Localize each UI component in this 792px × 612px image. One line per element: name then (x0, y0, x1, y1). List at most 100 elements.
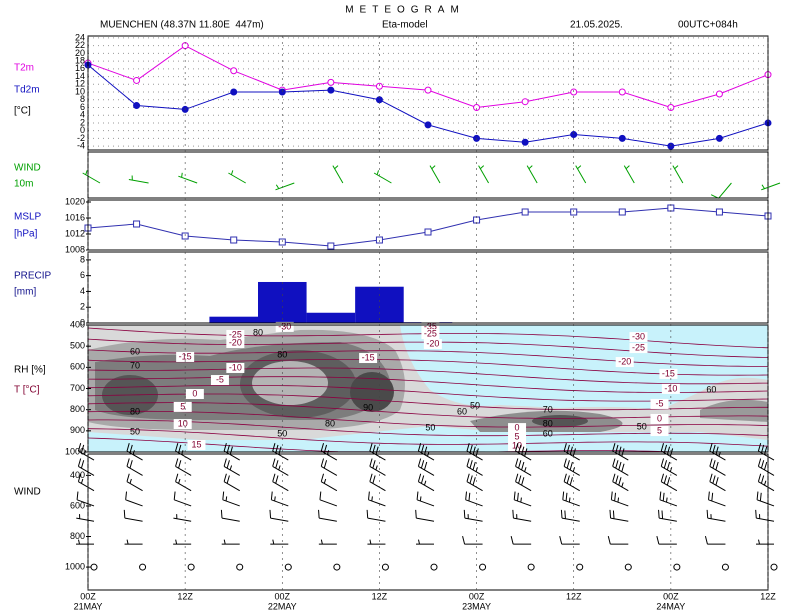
rh-label: 80 (543, 418, 553, 428)
wind-barb (757, 458, 775, 476)
isotherm-label: 15 (191, 439, 201, 449)
isotherm-label: -10 (229, 362, 242, 372)
wind-barb (77, 458, 95, 476)
wind-barb (77, 473, 95, 492)
wind-barb (761, 182, 781, 191)
point-marker (133, 220, 141, 228)
wind-barb (270, 491, 289, 507)
wind-barb (275, 182, 295, 191)
wind-barb (612, 473, 629, 492)
isotherm-label: 10 (178, 418, 188, 428)
isotherm-label: -20 (426, 338, 439, 348)
isotherm (87, 437, 669, 453)
wind-barb (173, 514, 192, 522)
isotherm-label: -35 (424, 321, 437, 331)
point-marker (715, 134, 723, 142)
wind-barb (612, 443, 629, 461)
y-tick-label: 22 (75, 40, 85, 50)
y-tick-label: 10 (75, 86, 85, 96)
isotherm-label: -25 (632, 342, 645, 352)
isotherm (87, 376, 769, 393)
isotherm-label: -20 (618, 356, 631, 366)
wind-barb (659, 491, 678, 507)
isotherm-label: -5 (656, 398, 664, 408)
y-tick-label: 1020 (65, 196, 85, 206)
wind-barb (178, 172, 198, 184)
isotherm-label: -15 (179, 351, 192, 361)
rh-60 (252, 361, 328, 405)
wind-barb (124, 539, 143, 545)
rh-90 (350, 372, 394, 412)
legend-td2m: Td2m (14, 85, 40, 96)
isotherm (87, 349, 768, 367)
rh-80 (532, 415, 588, 427)
wind-barb (575, 165, 587, 184)
wind-barb (76, 514, 95, 522)
isotherm-label: -25 (424, 328, 437, 338)
panel-sublabel: T [°C] (14, 385, 40, 396)
point-marker (230, 88, 238, 96)
point-marker (618, 88, 626, 96)
panel-label: WIND (14, 163, 41, 174)
point-marker (327, 78, 335, 86)
y-tick-label: 4 (80, 110, 85, 120)
rh-label: 50 (425, 422, 435, 432)
title: METEOGRAM (345, 5, 465, 16)
rh-label: 60 (130, 346, 140, 356)
label-background (661, 383, 680, 394)
y-tick-label: 400 (70, 470, 85, 480)
rh-label: 70 (543, 404, 553, 414)
y-tick-label: 800 (70, 404, 85, 414)
x-tick-label: 00Z (663, 591, 679, 601)
wind-barb (560, 509, 580, 522)
y-tick-label: 2 (80, 117, 85, 127)
wind-barb (515, 473, 532, 492)
rh-label: 50 (130, 426, 140, 436)
wind-barb (417, 458, 435, 476)
label-background (173, 419, 192, 430)
wind-barb (272, 458, 289, 476)
panel-frame (87, 324, 769, 453)
panel-frame (87, 35, 769, 151)
date-label: 23MAY (462, 601, 491, 611)
isotherm-label: 5 (515, 431, 520, 441)
wind-barb (228, 170, 246, 184)
wind-barb (610, 491, 629, 507)
x-tick-label: 12Z (177, 591, 193, 601)
y-tick-label: 14 (75, 71, 85, 81)
wind-barb (607, 536, 629, 545)
point-marker (424, 86, 432, 94)
wind-barb (76, 539, 94, 545)
date-label: 21MAY (74, 601, 103, 611)
rh-label: 60 (706, 384, 716, 394)
wind-barb (706, 509, 726, 522)
point-marker (375, 82, 383, 90)
wind-barb (123, 509, 143, 522)
wind-barb (125, 491, 143, 507)
wind-barb (366, 509, 386, 522)
wind-barb (77, 443, 95, 461)
wind-barb (369, 443, 386, 461)
point-marker (715, 208, 723, 216)
wind-barb (320, 458, 338, 476)
wind-barb (526, 165, 538, 184)
label-background (226, 337, 245, 348)
calm-marker (527, 563, 535, 571)
wind-barb (559, 536, 580, 545)
wind-barb (563, 473, 580, 492)
panel-label: RH [%] (14, 365, 46, 376)
isotherm (87, 359, 769, 376)
point-marker (230, 236, 238, 244)
wind-barb (612, 458, 629, 476)
panel-label: PRECIP (14, 271, 52, 282)
isotherm-label: -30 (278, 321, 291, 331)
wind-barb (223, 473, 240, 492)
calm-marker (333, 563, 341, 571)
rh-label: 50 (637, 421, 647, 431)
x-tick-label: 12Z (760, 591, 776, 601)
wind-barb (82, 170, 101, 184)
label-background (275, 321, 294, 332)
wind-barb (417, 473, 435, 492)
wind-barb (221, 539, 240, 545)
